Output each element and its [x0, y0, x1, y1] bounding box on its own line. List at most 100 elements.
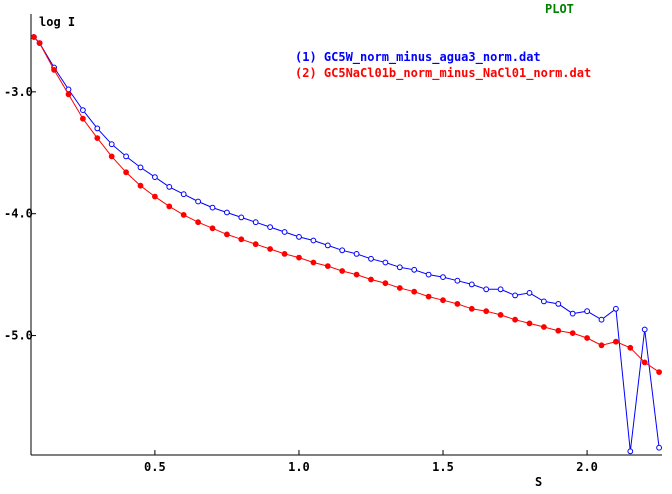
data-point — [108, 153, 115, 160]
data-point — [656, 369, 662, 376]
data-point — [94, 135, 101, 142]
data-point — [195, 219, 202, 226]
series-line — [33, 36, 660, 452]
data-point — [281, 229, 288, 235]
data-point — [209, 225, 216, 232]
data-point — [166, 184, 173, 190]
data-point — [382, 259, 389, 266]
data-point — [627, 344, 634, 351]
data-point — [396, 285, 403, 291]
data-point — [613, 338, 619, 345]
data-point — [425, 293, 432, 300]
series-line — [33, 36, 660, 373]
data-point — [166, 203, 173, 210]
legend-entry: (1) GC5W_norm_minus_agua3_norm.dat — [295, 50, 541, 65]
data-point — [65, 91, 72, 98]
data-point — [411, 288, 418, 295]
data-point — [252, 219, 259, 226]
data-point — [512, 292, 518, 299]
data-point — [627, 448, 634, 455]
data-point — [51, 67, 57, 73]
data-point — [468, 281, 475, 288]
data-point — [80, 115, 86, 122]
data-point — [324, 263, 331, 270]
data-point — [541, 298, 547, 305]
data-point — [411, 266, 418, 273]
data-point — [209, 204, 216, 211]
data-point — [454, 277, 461, 284]
data-point — [123, 169, 129, 176]
data-point — [512, 316, 518, 323]
data-point — [497, 312, 504, 318]
data-point — [324, 242, 331, 249]
data-point — [382, 280, 389, 287]
data-point — [238, 214, 245, 221]
data-point — [584, 308, 590, 315]
data-point — [224, 209, 230, 216]
data-point — [137, 182, 144, 189]
data-point — [584, 335, 590, 341]
data-point — [224, 231, 230, 238]
data-point — [555, 301, 562, 307]
data-point — [123, 153, 129, 160]
data-point — [267, 224, 274, 231]
data-point — [541, 324, 547, 330]
data-point — [310, 237, 317, 244]
data-point — [339, 268, 346, 274]
data-point — [483, 286, 490, 293]
y-tick-label: -5.0 — [4, 329, 33, 343]
data-point — [267, 246, 274, 252]
data-point — [368, 276, 374, 283]
series-2 — [31, 34, 662, 376]
data-point — [526, 290, 533, 296]
data-point — [396, 264, 403, 271]
x-tick-label: 1.0 — [288, 460, 310, 474]
x-tick-label: 0.5 — [144, 460, 166, 474]
data-point — [555, 327, 562, 334]
data-point — [440, 297, 446, 304]
data-point — [569, 330, 576, 337]
data-point — [152, 193, 158, 200]
data-point — [656, 444, 662, 451]
data-point — [483, 308, 490, 315]
y-axis-label: log I — [39, 15, 75, 29]
data-point — [353, 271, 360, 278]
data-point — [353, 251, 360, 257]
data-point — [613, 305, 619, 312]
data-point — [180, 191, 187, 198]
data-point — [310, 259, 317, 266]
data-point — [598, 316, 605, 323]
data-point — [368, 255, 374, 262]
data-point — [296, 234, 302, 240]
data-point — [108, 141, 115, 148]
data-point — [238, 236, 245, 243]
data-point — [31, 34, 37, 40]
data-point — [497, 286, 504, 293]
data-point — [195, 198, 202, 205]
data-point — [152, 174, 158, 181]
window-title: PLOT — [545, 2, 574, 16]
data-point — [281, 251, 288, 257]
data-point — [94, 125, 101, 132]
data-point — [137, 164, 144, 171]
y-tick-label: -4.0 — [4, 207, 33, 221]
data-point — [80, 107, 86, 113]
data-point — [641, 359, 648, 366]
series-1 — [31, 34, 662, 455]
data-point — [180, 212, 187, 218]
data-point — [468, 305, 475, 312]
data-point — [339, 247, 346, 254]
data-point — [36, 40, 43, 46]
data-point — [296, 254, 302, 261]
data-point — [641, 326, 648, 333]
data-point — [440, 274, 446, 281]
data-point — [252, 241, 259, 248]
data-point — [454, 301, 461, 307]
data-point — [526, 320, 533, 327]
legend-entry: (2) GC5NaCl01b_norm_minus_NaCl01_norm.da… — [295, 66, 591, 81]
x-axis-label: S — [535, 475, 542, 489]
data-point — [425, 271, 432, 278]
data-point — [569, 310, 576, 317]
y-tick-label: -3.0 — [4, 85, 33, 99]
